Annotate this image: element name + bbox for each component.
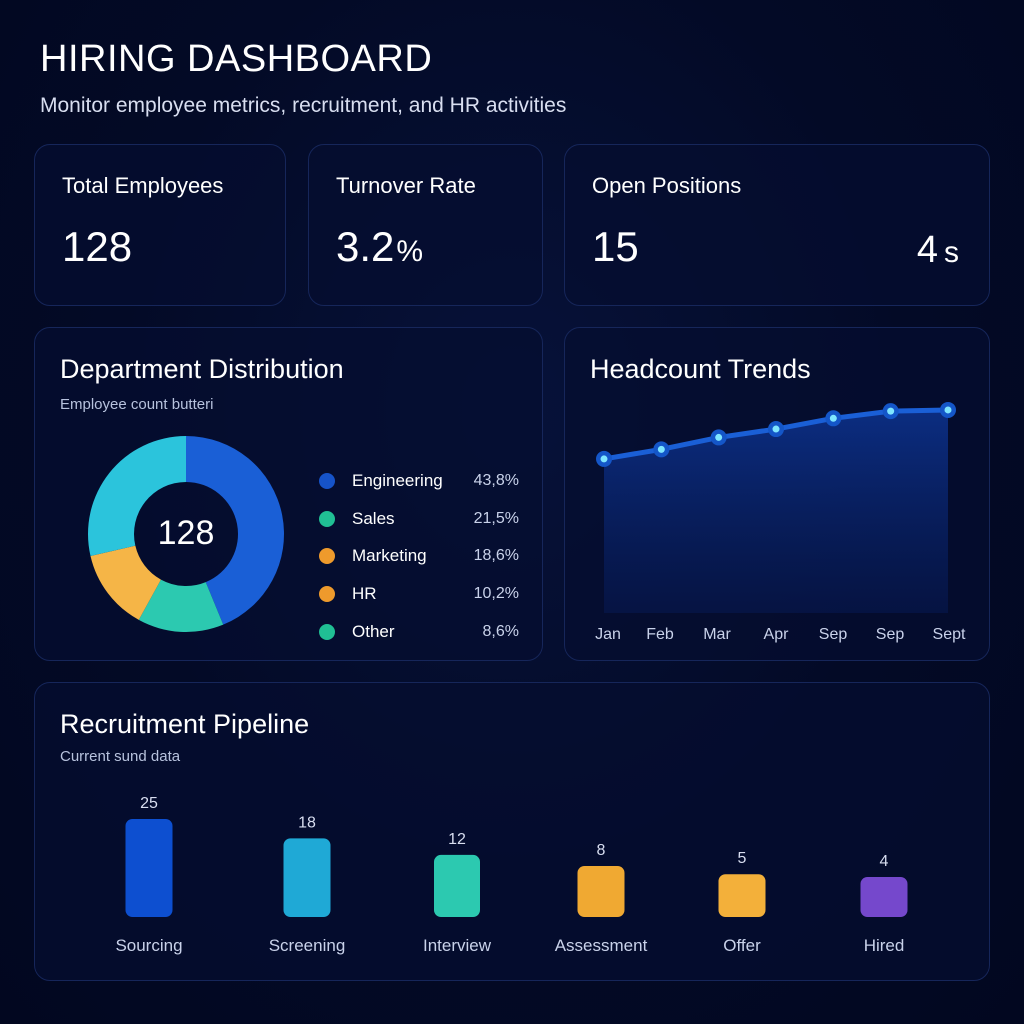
legend-item-other: Other 8,6% [319,613,519,651]
bar-category-label: Interview [423,936,492,955]
bar-category-label: Screening [269,936,346,955]
kpi-unit: % [396,235,424,268]
kpi-card-total-employees[interactable]: Total Employees 128 [34,144,286,306]
legend-item-engineering: Engineering 43,8% [319,462,519,500]
x-axis-label: Mar [703,626,731,643]
legend-name: Engineering [352,470,443,490]
bar-value-label: 18 [298,814,316,831]
bar-category-label: Hired [864,936,905,955]
x-axis-label: Sep [819,626,848,643]
kpi-label: Open Positions [592,173,742,198]
headcount-line-chart: Jan Feb Mar Apr Sep Sep Sept [595,401,966,643]
bar-value-label: 8 [597,842,606,859]
department-legend: Engineering 43,8% Sales 21,5% Marketing … [319,462,519,650]
kpi-value: 3.2% [336,223,423,271]
headcount-point[interactable] [710,429,727,446]
x-axis-label: Feb [646,626,674,643]
pipeline-bar-hired[interactable] [860,877,908,917]
legend-name: Other [352,621,395,641]
page-subtitle: Monitor employee metrics, recruitment, a… [40,94,567,117]
headcount-point[interactable] [653,441,670,458]
x-axis-label: Sep [876,626,905,643]
legend-name: HR [352,583,377,603]
pipeline-bar-offer[interactable] [718,874,766,917]
recruitment-pipeline-card: Recruitment Pipeline Current sund data 2… [34,682,990,981]
legend-dot-icon [319,548,335,565]
donut-svg [88,436,284,632]
headcount-point[interactable] [825,410,842,427]
donut-slice-sales [138,579,224,632]
donut-center-value: 128 [157,514,215,552]
donut-slice-engineering [186,436,284,625]
donut-chart: 128 [86,434,286,634]
pipeline-bar-assessment[interactable] [577,865,625,917]
bar-value-label: 25 [140,795,158,812]
card-title: Department Distribution [60,354,344,384]
headcount-point[interactable] [768,421,784,438]
bar-category-label: Assessment [555,936,648,955]
kpi-number: 3.2 [336,223,395,270]
bar-value-label: 4 [880,853,889,870]
card-title: Recruitment Pipeline [60,709,310,739]
x-axis-label: Apr [764,626,790,643]
headcount-point[interactable] [940,401,956,418]
kpi-card-turnover-rate[interactable]: Turnover Rate 3.2% [308,144,543,306]
bar-category-label: Sourcing [115,936,182,955]
legend-item-marketing: Marketing 18,6% [319,537,519,575]
legend-pct: 43,8% [473,471,519,489]
kpi-value: 15 [592,223,639,271]
donut-slice-other [88,436,186,556]
headcount-area [604,409,948,613]
headcount-trends-card: Headcount Trends Jan Feb Mar Apr Sep Sep Sept [564,327,990,661]
legend-pct: 8,6% [482,622,519,640]
pipeline-bar-screening[interactable] [283,838,331,917]
page-title: HIRING DASHBOARD [40,38,433,80]
legend-dot-icon [319,623,335,640]
pipeline-bar-chart: 25 Sourcing 18 Screening 12 Interview 8 Assessm… [115,795,908,955]
legend-item-sales: Sales 21,5% [319,500,519,538]
bar-value-label: 5 [738,850,747,867]
headcount-point[interactable] [596,450,612,467]
department-distribution-card: Department Distribution Employee count b… [34,327,543,661]
legend-name: Marketing [352,546,427,566]
donut-slice-marketing [90,545,161,620]
x-axis-label: Jan [595,626,621,643]
legend-pct: 21,5% [473,509,519,527]
kpi-number: 15 [592,223,639,270]
kpi-secondary-number: 4 [916,229,938,271]
legend-pct: 10,2% [473,584,519,602]
kpi-label: Turnover Rate [336,173,476,198]
legend-dot-icon [319,585,335,602]
kpi-value: 128 [62,223,132,271]
kpi-number: 128 [62,223,133,270]
card-subtitle: Employee count butteri [60,396,214,413]
bar-category-label: Offer [723,936,761,955]
card-subtitle: Current sund data [60,748,181,765]
legend-dot-icon [319,472,335,489]
legend-dot-icon [319,510,335,527]
bar-value-label: 12 [448,831,466,848]
kpi-label: Total Employees [62,173,224,198]
legend-item-hr: HR 10,2% [319,575,519,613]
legend-name: Sales [352,508,395,528]
legend-pct: 18,6% [473,547,519,565]
kpi-secondary-unit: s [944,236,959,269]
pipeline-bar-sourcing[interactable] [125,819,173,917]
headcount-point[interactable] [882,403,899,420]
pipeline-bar-interview[interactable] [434,854,480,917]
card-title: Headcount Trends [590,354,811,384]
x-axis-label: Sept [933,626,966,643]
